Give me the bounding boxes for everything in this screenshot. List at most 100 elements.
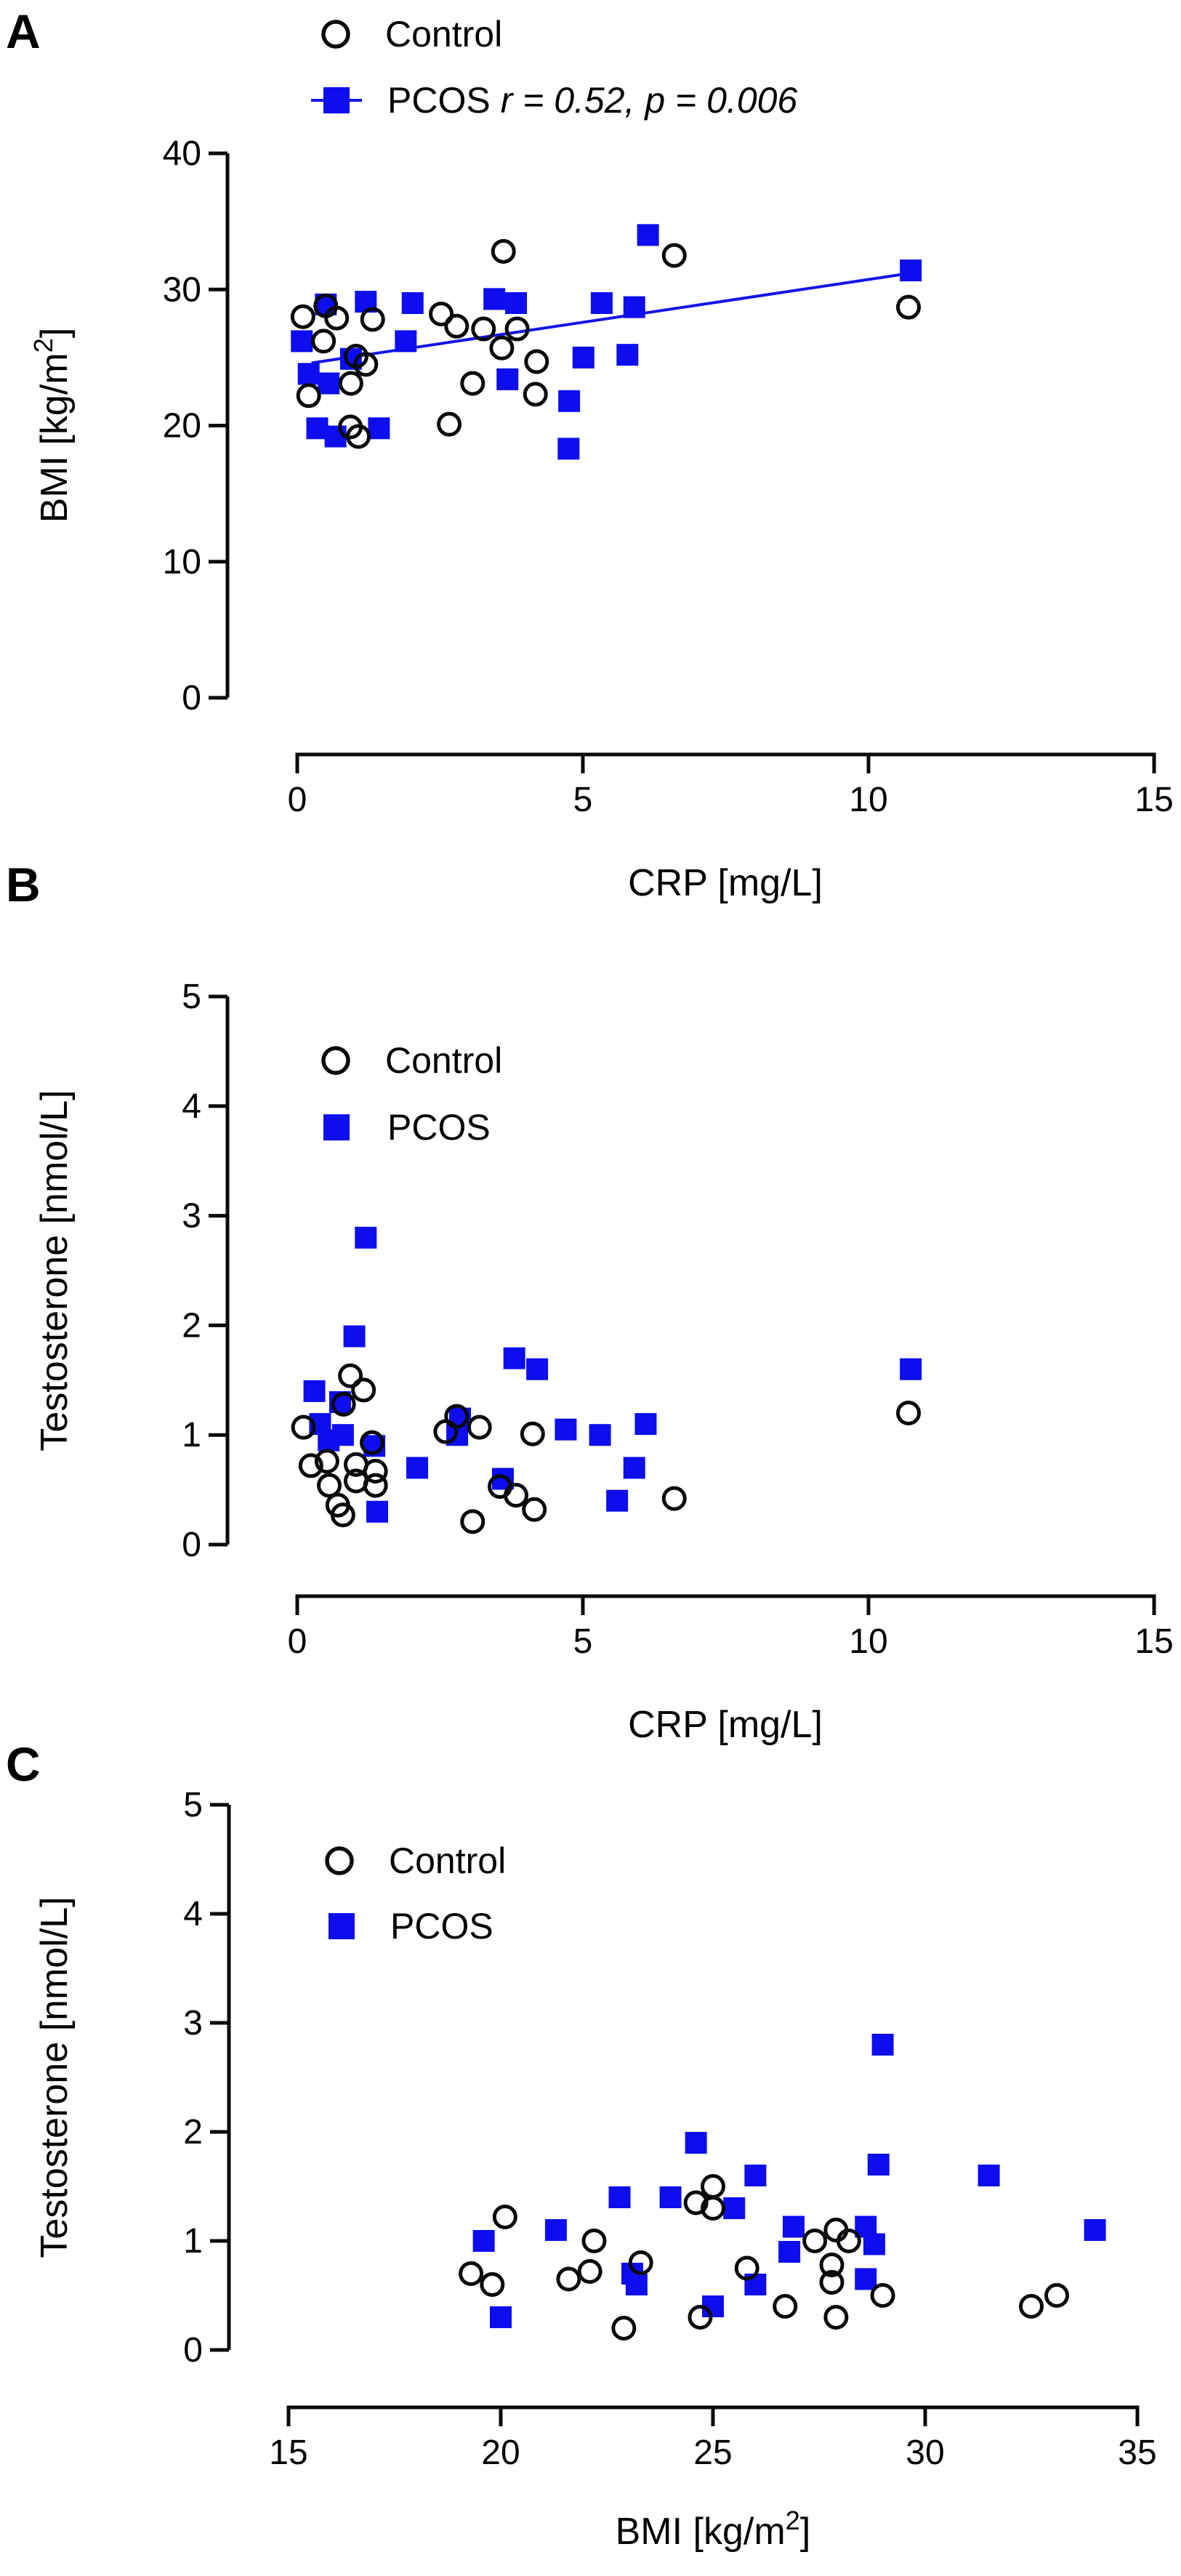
control-point: [504, 316, 530, 342]
pcos-point: [900, 259, 922, 282]
control-point: [480, 2272, 505, 2297]
pcos-point: [623, 296, 645, 318]
y-tick-label: 40: [163, 134, 201, 173]
x-axis-title: CRP [mg/L]: [628, 1704, 823, 1746]
control-point: [688, 2305, 713, 2330]
y-tick-label: 5: [183, 1786, 203, 1824]
pcos-point: [634, 1413, 657, 1436]
control-point: [577, 2259, 602, 2284]
y-tick-label: 4: [183, 1895, 203, 1933]
control-point: [363, 1473, 388, 1498]
x-axis-title: CRP [mg/L]: [628, 862, 823, 904]
control-point: [628, 2250, 653, 2275]
pcos-point: [606, 1489, 629, 1512]
x-axis-title: BMI [kg/m2]: [616, 2505, 811, 2553]
control-point: [661, 243, 687, 268]
pcos-point: [355, 1226, 377, 1249]
control-point: [581, 2229, 607, 2253]
x-tick-label: 0: [288, 781, 307, 819]
pcos-point: [572, 346, 594, 369]
x-tick-label: 10: [849, 781, 887, 819]
legend-item-pcos: PCOS: [328, 1906, 493, 1947]
y-tick-label: 2: [182, 1306, 201, 1345]
control-point: [556, 2266, 581, 2292]
control-point: [734, 2255, 759, 2281]
x-tick-label: 5: [573, 781, 593, 819]
pcos-point: [855, 2268, 877, 2290]
control-point: [314, 1449, 339, 1474]
y-tick-label: 1: [183, 2222, 203, 2261]
control-point: [290, 304, 315, 329]
pcos-point: [978, 2165, 1000, 2186]
x-tick-label: 10: [849, 1622, 887, 1661]
pcos-point: [291, 330, 313, 353]
control-point: [360, 307, 385, 332]
pcos-point: [782, 2215, 805, 2238]
pcos-point: [685, 2132, 707, 2154]
control-point: [836, 2229, 861, 2253]
legend-item-pcos: PCOS r = 0.52, p = 0.006: [311, 80, 797, 121]
pcos-point: [490, 2306, 512, 2328]
control-point: [471, 316, 496, 342]
pcos-point: [637, 224, 659, 246]
pcos-point: [331, 1424, 354, 1446]
control-point: [346, 424, 371, 449]
control-point: [437, 411, 462, 437]
control-point: [444, 313, 469, 339]
y-tick-label: 0: [182, 679, 201, 717]
control-point: [359, 1430, 384, 1455]
control-point: [870, 2283, 895, 2308]
panel-label-a: A: [6, 4, 41, 58]
legend-circle-icon: [321, 1046, 350, 1075]
x-tick-label: 35: [1118, 2434, 1156, 2472]
pcos-point: [496, 368, 519, 390]
control-point: [353, 352, 379, 377]
pcos-point: [555, 1418, 577, 1441]
control-point: [338, 371, 363, 396]
control-point: [522, 1497, 547, 1522]
legend-circle-icon: [325, 1846, 354, 1875]
legend-square-icon: [323, 1114, 350, 1140]
pcos-point: [589, 1424, 611, 1446]
pcos-point: [863, 2233, 885, 2255]
pcos-point: [723, 2197, 746, 2219]
pcos-point: [526, 1358, 549, 1380]
y-tick-label: 0: [183, 2331, 203, 2370]
pcos-point: [590, 291, 613, 314]
pcos-point: [366, 1500, 389, 1523]
pcos-point: [744, 2165, 767, 2186]
pcos-point: [297, 363, 320, 385]
legend-circle-icon: [321, 20, 350, 49]
x-tick-label: 30: [906, 2434, 944, 2472]
control-point: [460, 371, 485, 396]
legend-label: PCOS r = 0.52, p = 0.006: [387, 80, 797, 121]
x-tick-label: 15: [1134, 781, 1173, 819]
y-tick-label: 5: [182, 978, 201, 1016]
y-tick-label: 10: [163, 543, 201, 581]
pcos-point: [472, 2230, 495, 2252]
control-point: [298, 1453, 323, 1478]
control-point: [491, 238, 516, 264]
y-tick-label: 30: [163, 270, 201, 309]
control-point: [444, 1404, 469, 1429]
panel-c: 0 1 2 3 4 5 15 20 25 30 35 BMI [kg/m2] Testosterone …: [33, 1786, 1157, 2553]
pcos-point: [557, 438, 580, 460]
y-tick-label: 3: [182, 1197, 201, 1236]
x-tick-label: 15: [269, 2434, 307, 2472]
y-axis-title: BMI [kg/m2]: [28, 328, 76, 523]
control-point: [1019, 2294, 1044, 2319]
legend-label: PCOS: [390, 1906, 493, 1947]
x-tick-label: 20: [481, 2434, 520, 2472]
y-tick-label: 1: [182, 1416, 201, 1454]
pcos-point: [401, 291, 424, 314]
control-point: [523, 382, 548, 407]
panel-b: 0 1 2 3 4 5 0 5 10 15 CRP [mg/L] Testosterone [nmol…: [33, 978, 1174, 1746]
control-point: [331, 1391, 356, 1417]
pcos-point: [900, 1358, 922, 1380]
control-point: [802, 2229, 828, 2253]
panel-label-c: C: [6, 1737, 41, 1791]
y-axis-title: Testosterone [nmol/L]: [33, 1896, 76, 2258]
control-point: [460, 1509, 485, 1534]
